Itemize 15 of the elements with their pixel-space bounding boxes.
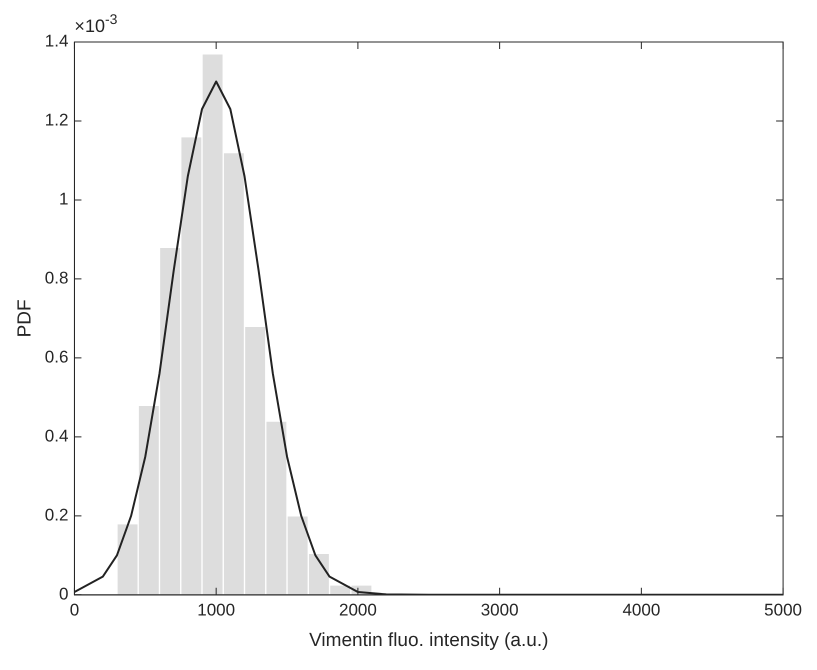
x-tick-label: 3000	[480, 600, 519, 620]
y-tick-label: 0.4	[44, 426, 68, 446]
y-tick-label: 1.2	[44, 110, 68, 130]
x-axis-title: Vimentin fluo. intensity (a.u.)	[309, 630, 548, 651]
x-tick-label: 2000	[338, 600, 377, 620]
x-tick-label: 1000	[197, 600, 236, 620]
x-tick-label: 5000	[764, 600, 802, 620]
y-tick-label: 0.6	[44, 348, 68, 367]
x-tick-label: 4000	[622, 600, 660, 620]
y-tick-label: 1.4	[44, 32, 68, 51]
y-tick-label: 0.8	[44, 268, 68, 288]
y-tick-label: 0	[58, 584, 68, 604]
y-tick-label: 1	[58, 190, 68, 209]
y-tick-label: 0.2	[44, 506, 68, 525]
y-axis-title: PDF	[14, 299, 36, 338]
